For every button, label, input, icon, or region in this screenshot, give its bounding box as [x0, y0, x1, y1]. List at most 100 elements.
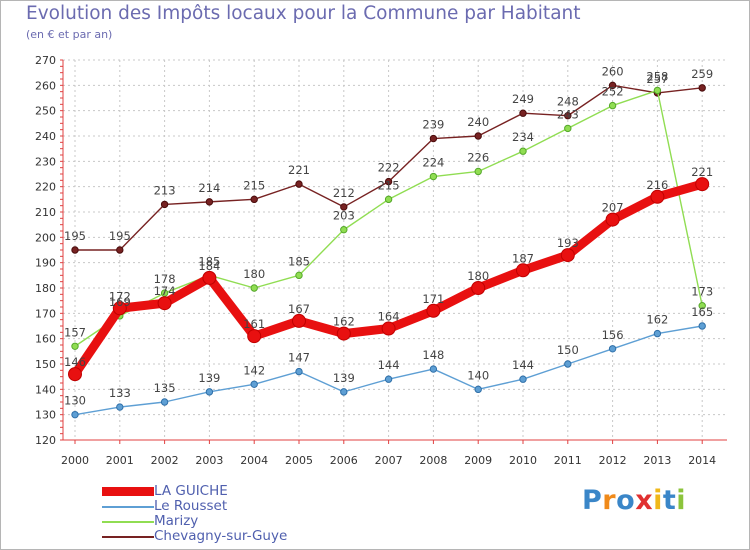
x-tick-label: 2008 [419, 454, 447, 467]
legend-item-le-rousset: Le Rousset [96, 498, 356, 514]
logo-letter: r [602, 485, 617, 516]
y-tick-label: 250 [35, 105, 56, 118]
data-point [384, 195, 393, 204]
data-point [112, 301, 127, 316]
data-point [474, 167, 482, 176]
logo-letter: o [616, 485, 636, 516]
data-point [519, 375, 527, 383]
data-point [71, 246, 79, 254]
chart-title: Evolution des Impôts locaux pour la Comm… [26, 3, 581, 24]
data-point [384, 375, 393, 383]
data-label: 156 [602, 328, 624, 342]
data-point [340, 226, 348, 234]
data-point [653, 86, 662, 95]
x-tick-label: 2004 [240, 454, 268, 467]
data-point [295, 367, 303, 376]
data-label: 173 [691, 285, 713, 299]
data-label: 144 [512, 358, 534, 372]
data-label: 130 [64, 394, 86, 408]
logo-letter: P [582, 485, 603, 516]
data-point [474, 132, 482, 140]
data-point [384, 177, 393, 186]
data-label: 157 [64, 325, 86, 339]
y-tick-label: 260 [35, 79, 56, 92]
data-label: 161 [243, 317, 265, 331]
legend-swatch-la-guiche [102, 487, 154, 496]
y-tick-label: 180 [35, 282, 56, 295]
logo-letter: x [635, 485, 654, 516]
y-tick-label: 220 [35, 181, 56, 194]
legend-label-le-rousset: Le Rousset [154, 498, 228, 514]
data-label: 207 [602, 201, 624, 215]
y-tick-label: 230 [35, 155, 56, 168]
legend-swatch-le-rousset [102, 506, 154, 508]
data-point [336, 326, 351, 341]
y-tick-label: 120 [35, 434, 56, 447]
x-tick-label: 2012 [599, 454, 627, 467]
logo-letter: i [653, 485, 663, 516]
data-label: 165 [691, 305, 713, 319]
data-point [205, 388, 214, 396]
data-label: 167 [288, 302, 310, 316]
data-point [560, 248, 575, 263]
x-tick-label: 2000 [61, 454, 89, 467]
logo-letter: i [676, 485, 687, 516]
legend-item-marizy: Marizy [96, 513, 356, 529]
data-label: 187 [512, 251, 534, 265]
data-label: 140 [467, 368, 489, 382]
legend-label-marizy: Marizy [154, 513, 199, 529]
x-tick-label: 2011 [554, 454, 582, 467]
data-label: 150 [557, 343, 579, 357]
data-point [698, 322, 706, 330]
data-point [71, 410, 79, 419]
data-point [650, 189, 665, 204]
data-label: 174 [154, 284, 176, 298]
data-label: 243 [557, 107, 579, 121]
data-point [381, 321, 396, 336]
data-label: 184 [198, 259, 220, 273]
data-point [68, 367, 82, 382]
data-point [608, 81, 617, 90]
data-label: 234 [512, 130, 534, 144]
data-point [519, 109, 527, 117]
data-label: 249 [512, 92, 534, 106]
data-point [516, 263, 530, 278]
data-point [519, 147, 527, 155]
data-label: 216 [646, 178, 668, 192]
data-label: 172 [109, 289, 131, 303]
data-point [160, 200, 169, 209]
x-tick-label: 2006 [330, 454, 358, 467]
data-point [295, 271, 303, 280]
x-tick-label: 2014 [688, 454, 716, 467]
data-point [429, 172, 438, 181]
y-tick-label: 210 [35, 206, 56, 219]
data-point [429, 134, 438, 143]
logo-letter: t [662, 485, 677, 516]
data-point [471, 281, 486, 295]
data-label: 180 [243, 267, 265, 281]
data-point [205, 198, 214, 206]
data-point [250, 195, 258, 204]
legend-label-chevagny-sur-guye: Chevagny-sur-Guye [154, 528, 288, 544]
data-label: 142 [243, 363, 265, 377]
data-point [157, 296, 172, 311]
chart-subtitle: (en € et par an) [26, 28, 113, 41]
data-point [429, 365, 438, 373]
data-label: 221 [691, 165, 713, 179]
data-label: 221 [288, 163, 310, 177]
x-tick-label: 2001 [106, 454, 134, 467]
proxiti-logo: Proxiti [582, 485, 686, 516]
data-label: 240 [467, 115, 489, 129]
data-label: 258 [646, 69, 668, 83]
data-point [295, 180, 303, 188]
data-point [247, 329, 262, 344]
data-point [564, 124, 572, 133]
data-point [426, 303, 441, 318]
data-label: 239 [422, 118, 444, 132]
legend-item-la-guiche: LA GUICHE [96, 483, 356, 499]
data-label: 195 [109, 229, 131, 243]
data-label: 169 [109, 295, 131, 309]
data-point [605, 212, 620, 227]
data-label: 260 [602, 64, 624, 78]
